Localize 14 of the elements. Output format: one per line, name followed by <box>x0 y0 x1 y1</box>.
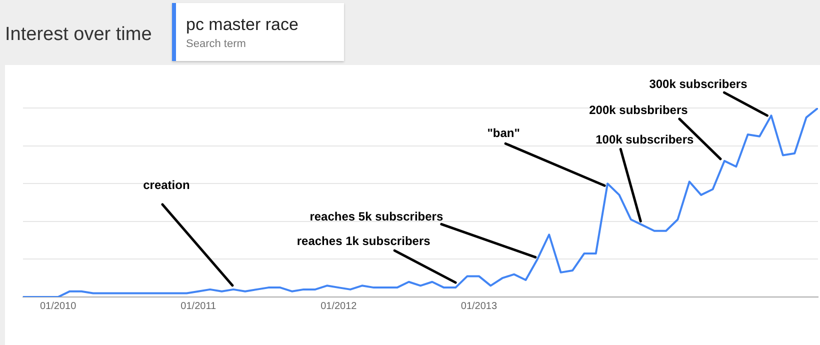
annotation: 200k subsbribers <box>589 103 688 118</box>
annotation: 300k subscribers <box>649 76 748 91</box>
x-tick-label: 01/2011 <box>180 300 217 312</box>
chart-title: Interest over time <box>5 24 152 46</box>
legend-title: Search term <box>186 38 246 50</box>
x-tick-label: 01/2010 <box>40 300 77 312</box>
x-tick-label: 01/2013 <box>460 300 498 312</box>
text: pc master race <box>186 15 298 35</box>
annotation: "ban" <box>487 126 520 140</box>
annotation: creation <box>143 178 190 192</box>
x-tick-label: 01/2012 <box>320 300 358 312</box>
annotation: 100k subscribers <box>596 132 694 146</box>
annotation: reaches 1k subscribers <box>296 234 431 248</box>
annotation: reaches 5k subscribers <box>310 210 444 224</box>
